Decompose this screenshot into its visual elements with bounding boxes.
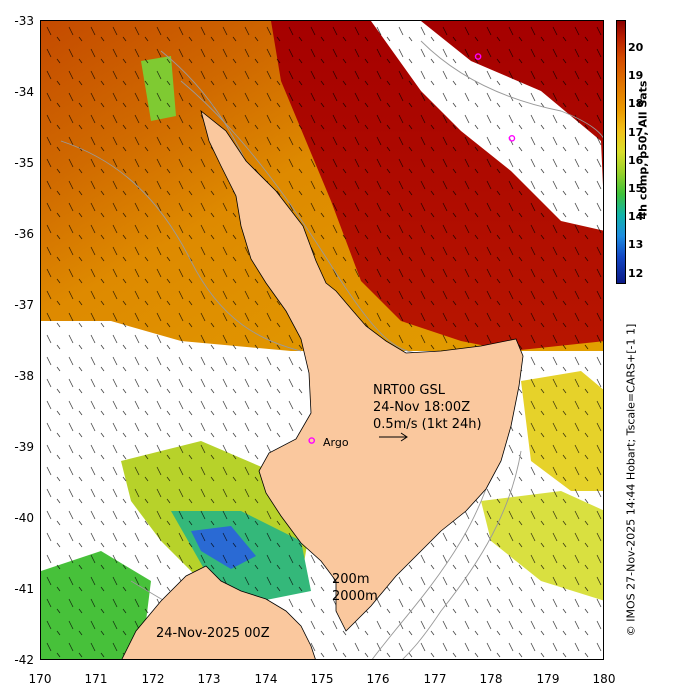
north-island (200, 109, 524, 632)
argo-float-marker (308, 437, 316, 444)
argo-float-marker (474, 53, 482, 60)
lon-tick: 175 (310, 672, 334, 686)
sst-colorbar (616, 20, 626, 284)
argo-float-marker (508, 135, 516, 142)
colorbar-tick: 17 (628, 126, 644, 139)
lat-tick: -41 (14, 582, 34, 596)
lon-tick: 173 (197, 672, 221, 686)
south-island (121, 565, 316, 659)
colorbar-tick: 19 (628, 69, 644, 82)
lon-tick: 172 (141, 672, 165, 686)
lon-tick: 179 (536, 672, 560, 686)
colorbar-title: 4h comp, p50, All Sats (636, 80, 650, 220)
lat-tick: -36 (14, 227, 34, 241)
colorbar-tick: 12 (628, 267, 644, 280)
lat-tick: -33 (14, 14, 34, 28)
lon-tick: 178 (479, 672, 503, 686)
current-product-title: NRT00 GSL (373, 383, 445, 398)
lon-tick: 177 (423, 672, 447, 686)
argo-label: Argo (323, 436, 349, 449)
lat-tick: -35 (14, 156, 34, 170)
colorbar-tick: 15 (628, 182, 644, 195)
lat-tick: -39 (14, 440, 34, 454)
argo-markers (308, 53, 516, 444)
credit-text: © IMOS 27-Nov-2025 14:44 Hobart; Tscale=… (624, 323, 638, 637)
lat-tick: -37 (14, 298, 34, 312)
colorbar-tick: 20 (628, 41, 644, 54)
lon-tick: 180 (592, 672, 616, 686)
colorbar-tick: 16 (628, 154, 644, 167)
lat-tick: -38 (14, 369, 34, 383)
lon-tick: 176 (366, 672, 390, 686)
lat-tick: -40 (14, 511, 34, 525)
current-scale-label: 0.5m/s (1kt 24h) (373, 417, 482, 432)
sst-map: Argo NRT00 GSL 24-Nov 18:00Z 0.5m/s (1kt… (40, 20, 604, 660)
date-stamp: 24-Nov-2025 00Z (156, 626, 270, 641)
colorbar-tick: 13 (628, 238, 644, 251)
current-scale-arrow (379, 432, 408, 442)
map-canvas (41, 21, 603, 659)
lat-tick: -42 (14, 653, 34, 667)
lat-tick: -34 (14, 85, 34, 99)
current-timestamp: 24-Nov 18:00Z (373, 400, 471, 415)
colorbar-tick: 14 (628, 210, 644, 223)
isobath-2000-label: 2000m (332, 589, 378, 604)
lon-tick: 170 (28, 672, 52, 686)
lon-tick: 171 (84, 672, 108, 686)
isobath-200-label: 200m (332, 572, 370, 587)
lon-tick: 174 (254, 672, 278, 686)
colorbar-tick: 18 (628, 97, 644, 110)
